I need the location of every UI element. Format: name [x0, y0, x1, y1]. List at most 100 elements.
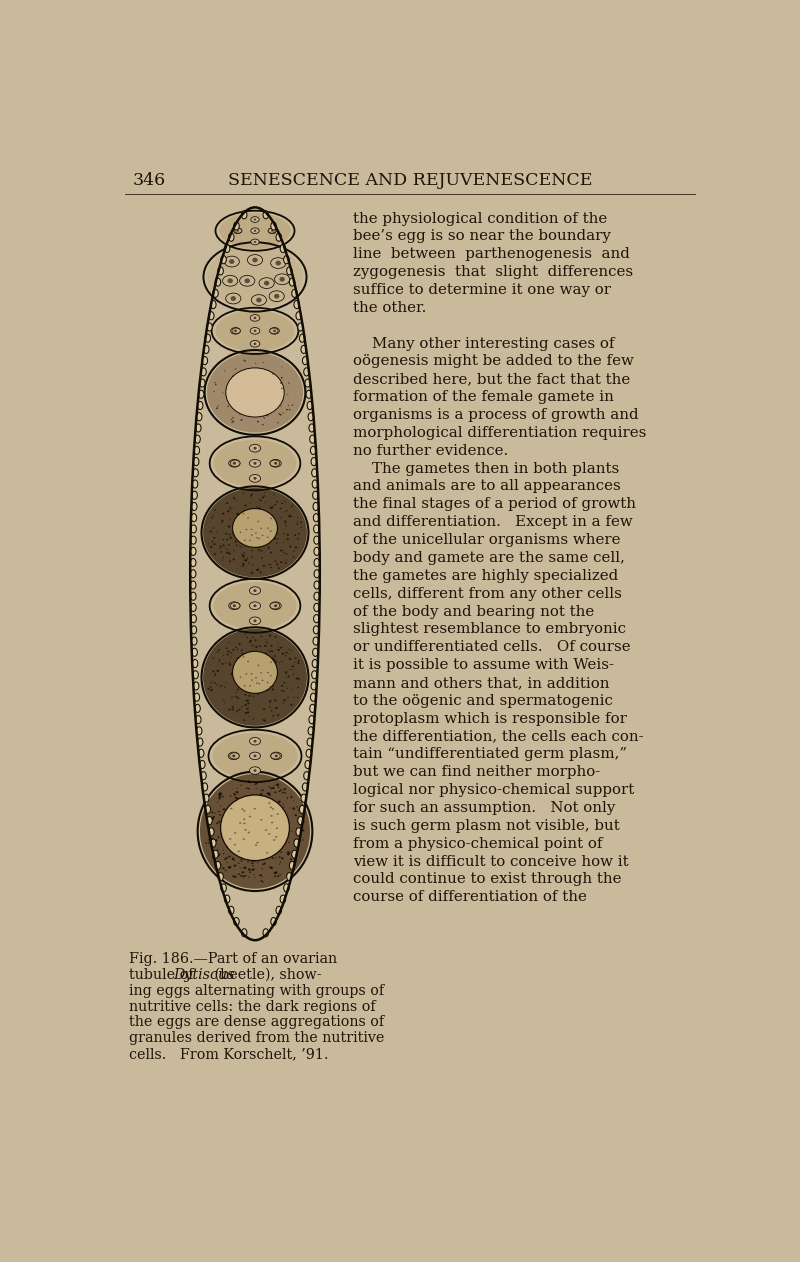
Ellipse shape [229, 866, 231, 868]
Ellipse shape [298, 663, 299, 664]
Ellipse shape [238, 658, 239, 659]
Ellipse shape [252, 689, 254, 690]
Ellipse shape [300, 521, 302, 524]
Ellipse shape [305, 761, 310, 769]
Ellipse shape [257, 862, 258, 863]
Ellipse shape [212, 658, 214, 659]
Ellipse shape [219, 545, 222, 548]
Ellipse shape [226, 647, 228, 649]
Ellipse shape [289, 515, 291, 517]
Ellipse shape [278, 649, 279, 650]
Ellipse shape [233, 531, 235, 534]
Text: could continue to exist through the: could continue to exist through the [353, 872, 621, 886]
Ellipse shape [286, 409, 288, 410]
Ellipse shape [230, 752, 239, 758]
Ellipse shape [233, 525, 234, 526]
Ellipse shape [234, 794, 236, 795]
Ellipse shape [286, 853, 290, 856]
Ellipse shape [226, 551, 229, 554]
Ellipse shape [314, 536, 319, 544]
Ellipse shape [249, 815, 251, 818]
Ellipse shape [254, 218, 256, 221]
Ellipse shape [266, 814, 268, 815]
Ellipse shape [259, 809, 262, 811]
Ellipse shape [286, 538, 289, 540]
Ellipse shape [227, 279, 233, 283]
Ellipse shape [283, 690, 285, 692]
Ellipse shape [262, 719, 265, 721]
Text: formation of the female gamete in: formation of the female gamete in [353, 390, 614, 404]
Ellipse shape [266, 793, 269, 795]
Ellipse shape [260, 880, 262, 882]
Ellipse shape [229, 906, 234, 915]
Ellipse shape [294, 839, 299, 847]
Ellipse shape [251, 294, 266, 305]
Text: Many other interesting cases of: Many other interesting cases of [353, 337, 614, 351]
Text: of the unicellular organisms where: of the unicellular organisms where [353, 533, 620, 546]
Ellipse shape [310, 704, 315, 713]
Ellipse shape [253, 679, 255, 680]
Ellipse shape [276, 233, 282, 241]
Ellipse shape [262, 675, 264, 676]
Ellipse shape [216, 408, 218, 409]
Ellipse shape [251, 217, 259, 222]
Ellipse shape [224, 687, 226, 688]
Ellipse shape [256, 683, 258, 684]
Ellipse shape [221, 883, 226, 892]
Ellipse shape [218, 811, 220, 813]
Ellipse shape [201, 771, 206, 780]
Ellipse shape [278, 568, 280, 569]
Ellipse shape [263, 719, 266, 722]
Ellipse shape [281, 685, 283, 687]
Ellipse shape [224, 245, 230, 252]
Ellipse shape [245, 800, 248, 803]
Ellipse shape [260, 851, 262, 852]
Ellipse shape [275, 707, 278, 709]
Ellipse shape [256, 511, 258, 514]
Ellipse shape [241, 798, 244, 800]
Ellipse shape [264, 800, 267, 801]
Ellipse shape [274, 538, 276, 540]
Ellipse shape [279, 875, 281, 876]
Text: line  between  parthenogenesis  and: line between parthenogenesis and [353, 247, 630, 261]
Ellipse shape [266, 641, 268, 644]
Ellipse shape [271, 222, 276, 230]
Ellipse shape [260, 798, 262, 799]
Ellipse shape [255, 782, 258, 785]
Ellipse shape [226, 369, 284, 416]
Ellipse shape [247, 861, 249, 863]
Ellipse shape [193, 670, 198, 679]
Ellipse shape [240, 676, 242, 678]
Ellipse shape [234, 864, 236, 867]
Ellipse shape [240, 519, 242, 520]
Ellipse shape [195, 424, 201, 432]
Ellipse shape [214, 553, 216, 555]
Ellipse shape [201, 367, 206, 376]
Ellipse shape [278, 786, 279, 787]
Ellipse shape [246, 676, 247, 678]
Ellipse shape [210, 546, 213, 548]
Ellipse shape [233, 604, 236, 607]
Ellipse shape [254, 688, 257, 690]
Ellipse shape [213, 854, 215, 856]
Ellipse shape [218, 837, 220, 838]
Ellipse shape [274, 699, 277, 702]
Ellipse shape [254, 755, 257, 757]
Ellipse shape [263, 680, 265, 681]
Ellipse shape [251, 534, 253, 536]
Ellipse shape [252, 692, 254, 693]
Ellipse shape [238, 824, 241, 827]
Ellipse shape [248, 781, 250, 782]
Ellipse shape [270, 551, 272, 554]
Ellipse shape [273, 659, 275, 660]
Ellipse shape [215, 862, 217, 863]
Ellipse shape [230, 461, 240, 467]
Ellipse shape [295, 844, 297, 846]
Ellipse shape [242, 564, 245, 565]
Ellipse shape [310, 447, 316, 454]
Ellipse shape [229, 560, 231, 562]
Ellipse shape [234, 228, 242, 233]
Ellipse shape [263, 708, 265, 709]
Ellipse shape [269, 635, 271, 636]
Ellipse shape [207, 688, 210, 689]
